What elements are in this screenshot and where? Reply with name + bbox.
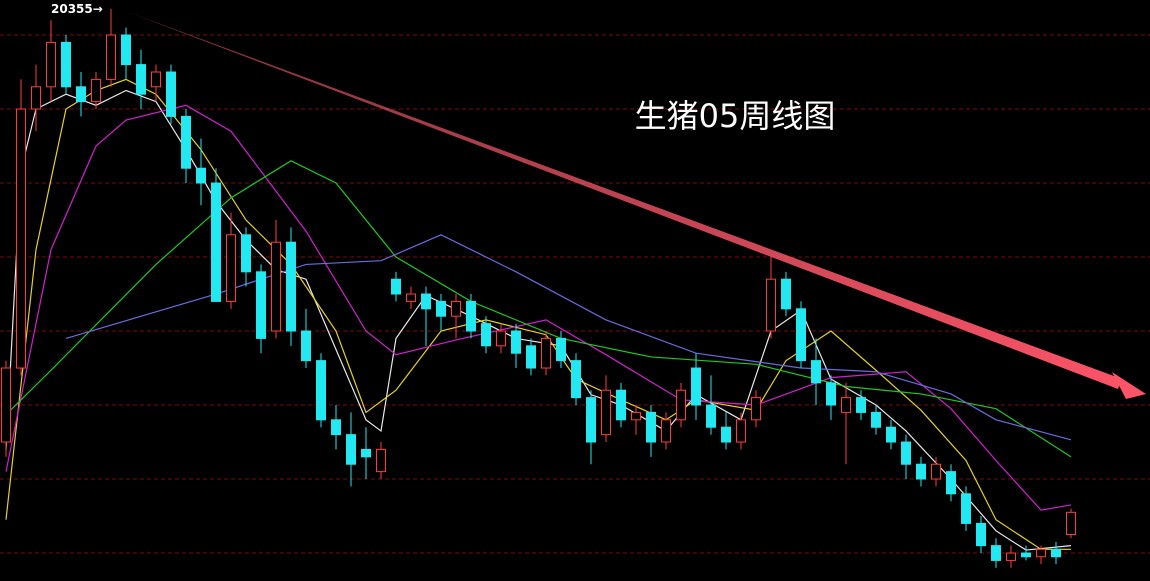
trend-arrowhead <box>1112 372 1146 399</box>
candle-body <box>601 389 611 436</box>
candle-body <box>661 419 671 443</box>
candle-body <box>571 360 581 399</box>
candle-body <box>886 426 896 443</box>
candle-body <box>856 397 866 413</box>
candle-body <box>196 167 206 184</box>
candle-body <box>1066 511 1076 536</box>
candle-body <box>916 463 926 480</box>
candle-body <box>631 411 641 421</box>
candle-body <box>346 434 356 465</box>
candle-body <box>361 448 371 458</box>
candle-body <box>121 34 131 66</box>
candle-body <box>586 397 596 443</box>
candle-body <box>526 345 536 369</box>
candle-body <box>676 389 686 421</box>
candle-body <box>1051 548 1061 558</box>
candle-body <box>646 411 656 443</box>
candle-body <box>436 300 446 317</box>
candle-body <box>301 330 311 362</box>
moving-average-line <box>5 89 1072 551</box>
candle-body <box>511 330 521 354</box>
candle-body <box>826 382 836 406</box>
candle-body <box>871 411 881 428</box>
candle-body <box>1 367 11 443</box>
candle-body <box>991 545 1001 561</box>
candle-body <box>286 241 296 332</box>
candle-body <box>1021 552 1031 558</box>
candle-body <box>421 293 431 310</box>
candle-body <box>481 323 491 347</box>
candle-body <box>166 71 176 117</box>
candle-body <box>61 41 71 88</box>
candle-body <box>106 34 116 80</box>
candle-body <box>976 522 986 547</box>
candle-body <box>541 337 551 369</box>
high-annotation: 20355→ <box>51 2 103 16</box>
candle-body <box>211 182 221 302</box>
candle-body <box>766 278 776 332</box>
candle-body <box>616 389 626 421</box>
candle-body <box>901 441 911 465</box>
candle-body <box>91 78 101 103</box>
candle-body <box>226 234 236 302</box>
candles <box>1 8 1076 568</box>
candle-body <box>1036 548 1046 558</box>
candle-body <box>136 64 146 95</box>
candle-body <box>736 419 746 443</box>
candle-body <box>811 360 821 384</box>
candle-body <box>751 397 761 421</box>
trend-arrow <box>120 9 1122 389</box>
candle-body <box>946 471 956 495</box>
candle-body <box>256 271 266 339</box>
candle-body <box>16 108 26 369</box>
candle-body <box>406 293 416 302</box>
candle-body <box>331 419 341 436</box>
candle-body <box>961 493 971 524</box>
candle-body <box>241 234 251 273</box>
candle-body <box>376 448 386 473</box>
candle-body <box>181 115 191 169</box>
candle-body <box>316 360 326 421</box>
candle-body <box>691 367 701 406</box>
candle-body <box>466 300 476 332</box>
candle-body <box>556 337 566 362</box>
candle-body <box>31 86 41 110</box>
candle-body <box>796 308 806 362</box>
candle-body <box>781 278 791 310</box>
chart-title: 生猪05周线图 <box>635 97 836 135</box>
candle-body <box>46 41 56 88</box>
candle-body <box>931 463 941 480</box>
candle-body <box>151 71 161 88</box>
candle-body <box>1006 552 1016 561</box>
candle-body <box>451 300 461 317</box>
candle-body <box>271 241 281 332</box>
candle-body <box>391 278 401 295</box>
moving-average-line <box>65 234 1072 441</box>
candle-body <box>496 330 506 347</box>
candle-body <box>721 426 731 443</box>
candle-body <box>841 397 851 413</box>
candle-body <box>76 86 86 103</box>
candle-body <box>706 404 716 428</box>
